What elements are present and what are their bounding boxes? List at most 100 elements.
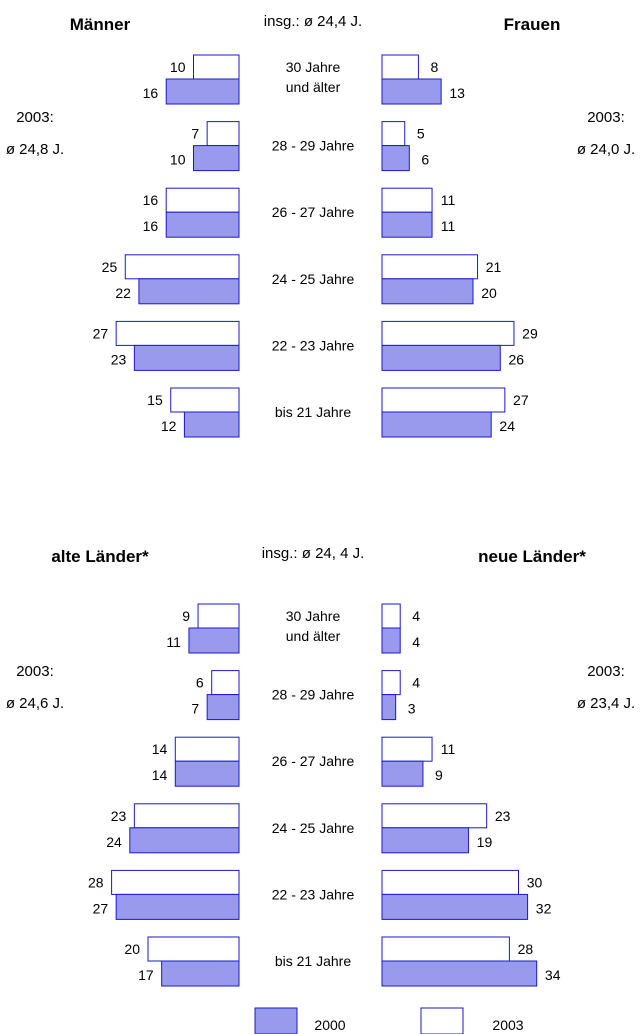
chart1-right-bar-2003 bbox=[381, 387, 506, 413]
chart2-left-bar-2000 bbox=[161, 960, 240, 987]
chart1-left-value-2000: 16 bbox=[143, 218, 159, 234]
chart2-right-value-2000: 19 bbox=[477, 834, 493, 850]
chart1-category-label: bis 21 Jahre bbox=[275, 404, 351, 420]
chart2-left-value-2000: 7 bbox=[191, 701, 199, 717]
chart2-right-value-2003: 11 bbox=[441, 741, 456, 757]
chart2-category-label: 28 - 29 Jahre bbox=[272, 687, 355, 703]
chart2-left-bar-2000 bbox=[115, 893, 240, 920]
chart1-left-bar-2003 bbox=[115, 320, 240, 346]
chart1-right-bar-2000 bbox=[381, 278, 474, 305]
chart1-left-value-2000: 10 bbox=[170, 152, 186, 168]
chart2-left-avg-label: 2003: bbox=[16, 663, 54, 680]
chart2-right-bar-2003 bbox=[381, 736, 433, 762]
chart2-right-bar-2000 bbox=[381, 960, 538, 987]
chart2-right-value-2000: 9 bbox=[435, 767, 443, 783]
chart2-right-bar-2000 bbox=[381, 627, 401, 654]
chart2-right-value-2003: 30 bbox=[527, 874, 543, 890]
chart2-right-avg-label: 2003: bbox=[587, 663, 625, 680]
chart1-right-bar-2000 bbox=[381, 211, 433, 238]
chart2-right-value-2003: 4 bbox=[412, 675, 420, 691]
chart2-left-value-2003: 6 bbox=[196, 675, 204, 691]
chart1-right-bar-2003 bbox=[381, 187, 433, 213]
chart1-right-value-2003: 21 bbox=[486, 259, 502, 275]
chart2-left-value-2000: 24 bbox=[106, 834, 122, 850]
chart1-right-value-2003: 5 bbox=[417, 126, 425, 142]
chart2-left-value-2000: 27 bbox=[93, 900, 109, 916]
chart2-left-bar-2000 bbox=[206, 694, 240, 721]
chart1-overall-label: insg.: ø 24,4 J. bbox=[264, 13, 362, 30]
chart1-left-title: Männer bbox=[70, 15, 131, 34]
chart1-right-value-2000: 11 bbox=[441, 218, 456, 234]
chart1-left-bar-2003 bbox=[206, 121, 240, 147]
chart1-right-bar-2000 bbox=[381, 78, 442, 105]
chart2-left-value-2003: 9 bbox=[182, 608, 190, 624]
chart1-left-value-2000: 22 bbox=[115, 285, 131, 301]
chart2-left-value-2003: 28 bbox=[88, 874, 104, 890]
chart2-right-value-2003: 28 bbox=[518, 941, 534, 957]
chart1-left-value-2003: 16 bbox=[143, 192, 159, 208]
chart1-left-bar-2003 bbox=[124, 254, 240, 280]
chart1-right-value-2003: 8 bbox=[431, 59, 439, 75]
chart1-right-bar-2000 bbox=[381, 411, 492, 438]
chart1-left-bar-2000 bbox=[165, 211, 240, 238]
chart1-right-bar-2000 bbox=[381, 344, 501, 371]
chart1-category-label: und älter bbox=[286, 79, 341, 95]
chart1-left-value-2003: 27 bbox=[93, 325, 109, 341]
chart1-left-bar-2000 bbox=[183, 411, 240, 438]
chart2-left-bar-2000 bbox=[129, 827, 240, 854]
chart2-right-value-2000: 34 bbox=[545, 967, 561, 983]
chart2-overall-label: insg.: ø 24, 4 J. bbox=[262, 545, 365, 562]
chart1-category-label: 28 - 29 Jahre bbox=[272, 138, 355, 154]
chart1-left-value-2000: 12 bbox=[161, 418, 177, 434]
chart1-left-bar-2003 bbox=[165, 187, 240, 213]
chart1-category-label: 26 - 27 Jahre bbox=[272, 204, 355, 220]
chart2-left-value-2000: 11 bbox=[166, 634, 181, 650]
chart2-right-bar-2000 bbox=[381, 827, 469, 854]
legend-swatch-2000 bbox=[254, 1007, 298, 1034]
chart1-left-value-2000: 16 bbox=[143, 85, 159, 101]
chart2-right-value-2000: 32 bbox=[536, 900, 552, 916]
chart2-category-label: 26 - 27 Jahre bbox=[272, 753, 355, 769]
chart1-left-bar-2003 bbox=[170, 387, 240, 413]
chart1-left-bar-2000 bbox=[138, 278, 240, 305]
chart2-category-label: bis 21 Jahre bbox=[275, 953, 351, 969]
chart1-left-value-2003: 10 bbox=[170, 59, 186, 75]
chart1-right-value-2003: 27 bbox=[513, 392, 529, 408]
chart1-right-bar-2003 bbox=[381, 320, 515, 346]
chart2-left-value-2003: 14 bbox=[152, 741, 168, 757]
chart1-left-bar-2000 bbox=[165, 78, 240, 105]
chart1-category-label: 30 Jahre bbox=[286, 59, 341, 75]
chart1-category-label: 24 - 25 Jahre bbox=[272, 271, 355, 287]
legend-swatch-2003 bbox=[420, 1007, 464, 1034]
chart1-right-bar-2003 bbox=[381, 54, 419, 80]
chart1-left-value-2003: 25 bbox=[102, 259, 118, 275]
chart1-left-bar-2000 bbox=[133, 344, 240, 371]
chart2-category-label: 24 - 25 Jahre bbox=[272, 820, 355, 836]
chart1-right-avg-label: ø 24,0 J. bbox=[577, 141, 635, 158]
chart1-right-value-2000: 20 bbox=[481, 285, 497, 301]
chart2-right-value-2000: 4 bbox=[412, 634, 420, 650]
chart2-left-bar-2000 bbox=[188, 627, 240, 654]
chart2-left-value-2003: 20 bbox=[124, 941, 140, 957]
chart1-right-title: Frauen bbox=[504, 15, 561, 34]
chart2-left-bar-2003 bbox=[211, 670, 240, 696]
chart2-right-bar-2003 bbox=[381, 936, 510, 962]
chart1-left-bar-2003 bbox=[193, 54, 240, 80]
chart2-left-value-2000: 17 bbox=[138, 967, 154, 983]
chart1-left-value-2000: 23 bbox=[111, 351, 127, 367]
chart2-left-bar-2003 bbox=[147, 936, 240, 962]
chart2-left-bar-2003 bbox=[111, 869, 240, 895]
chart1-left-value-2003: 7 bbox=[191, 126, 199, 142]
chart2-right-bar-2000 bbox=[381, 694, 397, 721]
chart2-right-title: neue Länder* bbox=[478, 547, 586, 566]
chart2-right-value-2003: 23 bbox=[495, 808, 511, 824]
chart2-left-bar-2003 bbox=[174, 736, 240, 762]
chart2-category-label: und älter bbox=[286, 628, 341, 644]
chart1-category-label: 22 - 23 Jahre bbox=[272, 337, 355, 353]
chart2-left-value-2000: 14 bbox=[152, 767, 168, 783]
chart2-left-bar-2003 bbox=[133, 803, 240, 829]
chart2-left-value-2003: 23 bbox=[111, 808, 127, 824]
chart1-left-bar-2000 bbox=[193, 145, 240, 172]
chart2-right-value-2003: 4 bbox=[412, 608, 420, 624]
